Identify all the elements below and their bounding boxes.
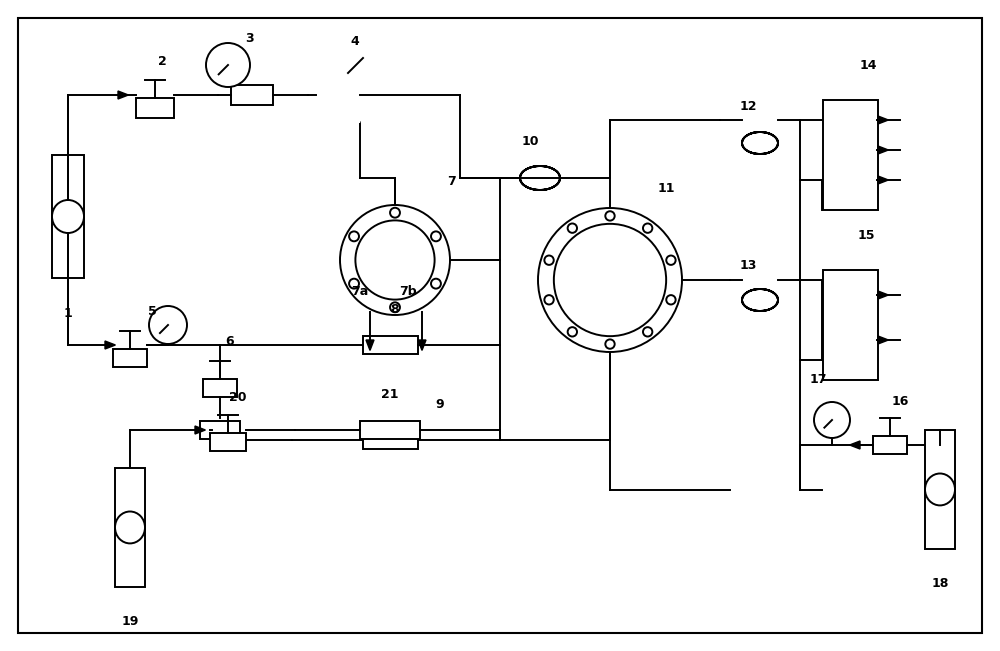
Text: 1: 1: [64, 307, 72, 320]
Text: 20: 20: [229, 391, 247, 404]
Circle shape: [355, 221, 435, 299]
Text: 13: 13: [739, 259, 757, 272]
Text: 8: 8: [391, 303, 399, 316]
Polygon shape: [878, 146, 888, 154]
Text: 15: 15: [857, 229, 875, 242]
Polygon shape: [878, 176, 888, 184]
Text: 18: 18: [931, 577, 949, 590]
Text: 19: 19: [121, 615, 139, 628]
Polygon shape: [366, 340, 374, 350]
Bar: [360, 421, 420, 439]
Text: 12: 12: [739, 100, 757, 113]
Ellipse shape: [52, 200, 84, 233]
Circle shape: [605, 339, 615, 349]
Bar: [362, 431, 418, 449]
Bar: [115, 468, 145, 587]
Bar: [52, 155, 84, 278]
Text: 7: 7: [448, 175, 456, 188]
Text: 2: 2: [158, 55, 166, 68]
Text: 16: 16: [891, 395, 909, 408]
Circle shape: [568, 327, 577, 337]
Bar: [822, 100, 878, 210]
Bar: [113, 349, 147, 367]
Polygon shape: [878, 336, 888, 344]
Circle shape: [568, 223, 577, 233]
Polygon shape: [850, 441, 860, 449]
Circle shape: [431, 231, 441, 242]
Text: 10: 10: [521, 135, 539, 148]
Bar: [362, 336, 418, 354]
Circle shape: [643, 327, 652, 337]
Circle shape: [390, 302, 400, 312]
Polygon shape: [105, 341, 115, 349]
Polygon shape: [118, 91, 128, 99]
Bar: [231, 85, 273, 105]
Circle shape: [340, 205, 450, 315]
Text: 21: 21: [381, 388, 399, 401]
Circle shape: [544, 256, 554, 265]
Polygon shape: [316, 78, 360, 100]
Text: 11: 11: [657, 182, 675, 195]
Bar: [822, 270, 878, 380]
Bar: [136, 98, 174, 118]
Circle shape: [538, 208, 682, 352]
Circle shape: [605, 211, 615, 221]
Text: 4: 4: [351, 35, 359, 48]
Bar: [200, 421, 240, 439]
Text: 7b: 7b: [399, 285, 417, 298]
Circle shape: [390, 208, 400, 217]
Polygon shape: [878, 116, 888, 124]
Polygon shape: [418, 340, 426, 350]
Ellipse shape: [925, 473, 955, 505]
Polygon shape: [316, 100, 360, 122]
Bar: [925, 430, 955, 549]
Text: 7a: 7a: [351, 285, 369, 298]
Circle shape: [149, 306, 187, 344]
Circle shape: [544, 295, 554, 305]
Bar: [873, 436, 907, 454]
Text: 17: 17: [809, 373, 827, 386]
Circle shape: [814, 402, 850, 438]
Polygon shape: [878, 291, 888, 299]
Polygon shape: [195, 426, 205, 434]
Circle shape: [666, 256, 676, 265]
Text: 6: 6: [226, 335, 234, 348]
Circle shape: [643, 223, 652, 233]
Circle shape: [206, 43, 250, 87]
Circle shape: [431, 279, 441, 288]
Circle shape: [554, 224, 666, 336]
Circle shape: [349, 231, 359, 242]
Text: 14: 14: [859, 59, 877, 72]
Ellipse shape: [115, 512, 145, 544]
Bar: [210, 433, 246, 451]
Text: 3: 3: [246, 32, 254, 45]
Circle shape: [349, 279, 359, 288]
Text: 5: 5: [148, 305, 156, 318]
Text: 9: 9: [436, 398, 444, 411]
Bar: [203, 379, 237, 397]
Circle shape: [666, 295, 676, 305]
